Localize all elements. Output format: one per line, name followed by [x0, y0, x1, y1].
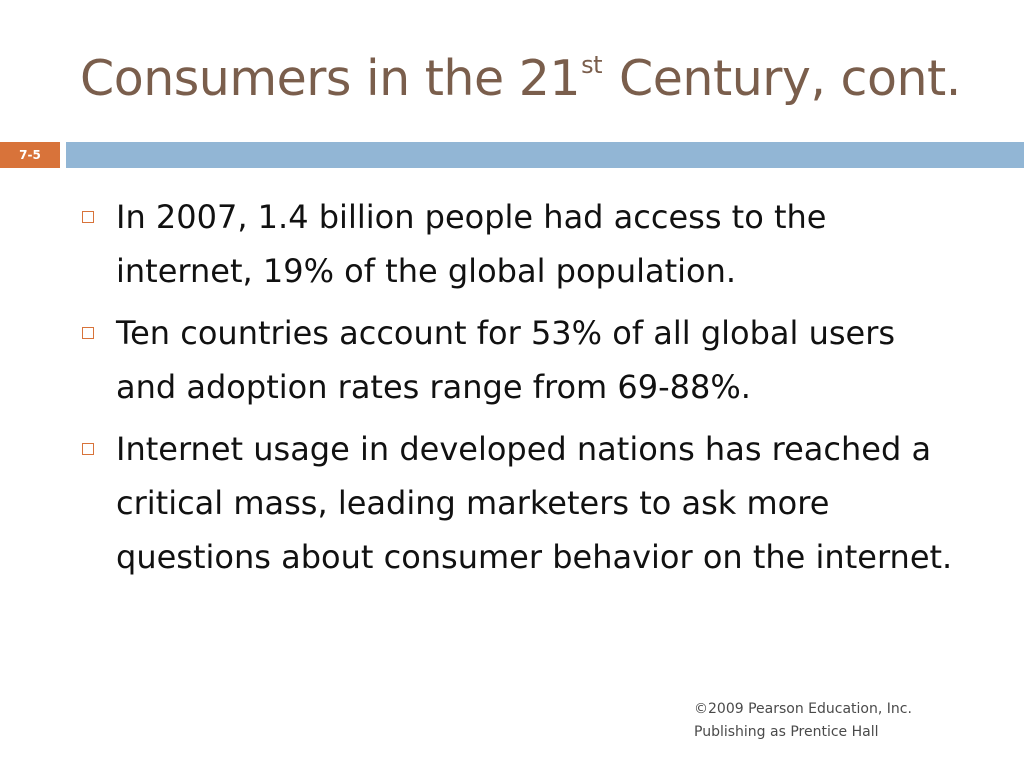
- square-bullet-icon: [82, 327, 94, 339]
- slide-title-superscript: st: [581, 51, 602, 79]
- bullet-item: In 2007, 1.4 billion people had access t…: [78, 190, 958, 298]
- bullet-text: Internet usage in developed nations has …: [116, 430, 953, 576]
- bullet-item: Ten countries account for 53% of all glo…: [78, 306, 958, 414]
- slide-title: Consumers in the 21st Century, cont.: [80, 52, 961, 106]
- slide-title-rest: Century, cont.: [603, 50, 961, 107]
- copyright-footer: ©2009 Pearson Education, Inc. Publishing…: [694, 698, 912, 744]
- copyright-line: ©2009 Pearson Education, Inc.: [694, 701, 912, 717]
- square-bullet-icon: [82, 211, 94, 223]
- square-bullet-icon: [82, 443, 94, 455]
- slide-title-main: Consumers in the 21: [80, 50, 581, 107]
- bullet-text: Ten countries account for 53% of all glo…: [116, 314, 896, 406]
- bullet-text: In 2007, 1.4 billion people had access t…: [116, 198, 827, 290]
- bullet-list: In 2007, 1.4 billion people had access t…: [78, 190, 958, 592]
- bullet-item: Internet usage in developed nations has …: [78, 422, 958, 584]
- header-rule-bar: [66, 142, 1024, 168]
- publisher-line: Publishing as Prentice Hall: [694, 724, 879, 740]
- slide-number-badge: 7-5: [0, 142, 60, 168]
